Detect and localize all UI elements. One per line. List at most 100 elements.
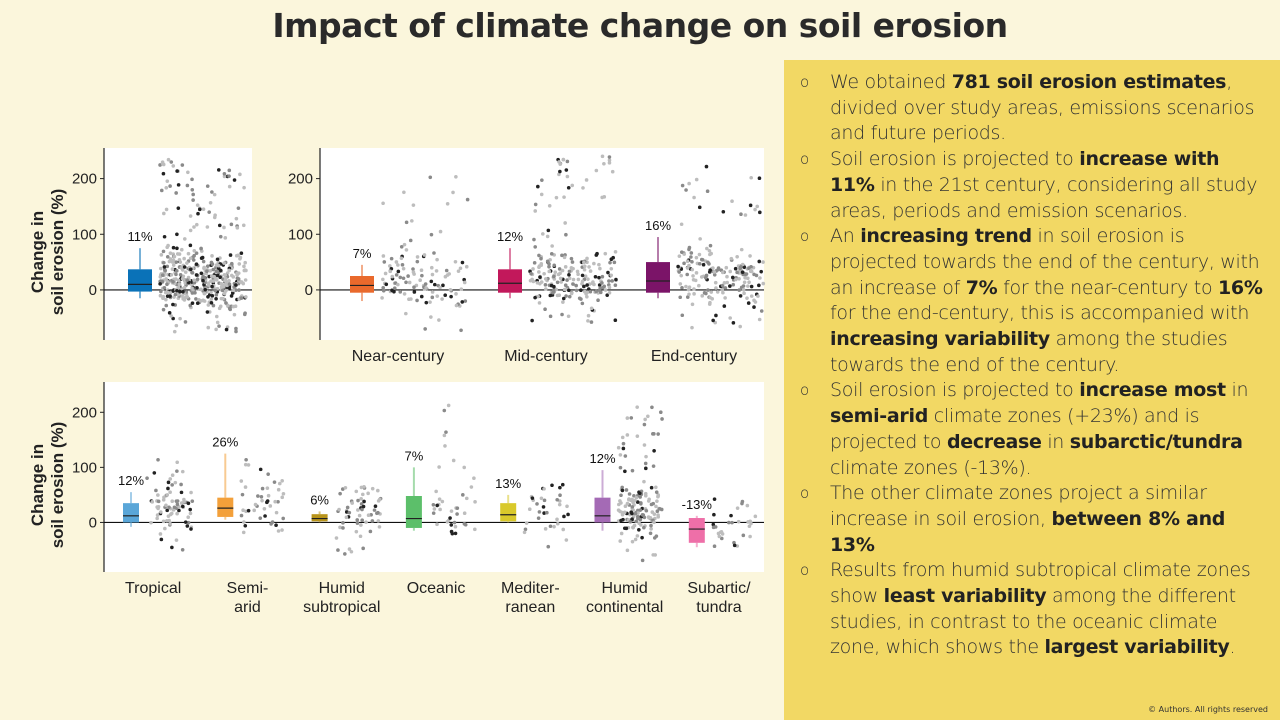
data-point — [190, 177, 194, 182]
data-point — [215, 273, 220, 278]
data-point — [621, 446, 626, 451]
data-point — [473, 527, 477, 532]
data-point — [543, 527, 548, 531]
data-point — [562, 195, 566, 199]
data-point — [171, 164, 176, 168]
data-point — [612, 260, 617, 265]
data-point — [465, 197, 470, 202]
data-point — [437, 318, 441, 322]
data-point — [159, 537, 164, 542]
data-point — [448, 516, 452, 520]
data-point — [729, 256, 734, 261]
y-tick-label: 100 — [72, 226, 97, 243]
finding-text: Results from humid subtropical climate z… — [830, 559, 1251, 608]
data-point — [454, 292, 458, 296]
highlight-text: least variability — [883, 585, 1047, 608]
data-point — [451, 190, 455, 195]
data-point — [618, 539, 623, 543]
data-point — [582, 264, 587, 269]
data-point — [755, 204, 760, 209]
data-point — [444, 268, 449, 273]
data-point — [684, 188, 688, 192]
data-point — [643, 461, 648, 466]
data-point — [690, 302, 695, 307]
data-point — [565, 159, 570, 164]
data-point — [652, 512, 657, 516]
box-value-label: 11% — [127, 229, 152, 244]
data-point — [217, 223, 222, 228]
data-point — [557, 267, 562, 271]
data-point — [532, 237, 536, 242]
data-point — [211, 279, 216, 283]
data-point — [163, 268, 168, 273]
data-point — [227, 184, 232, 189]
data-point — [206, 303, 211, 307]
data-point — [241, 281, 246, 286]
data-point — [165, 518, 169, 523]
data-point — [234, 216, 239, 221]
data-point — [603, 251, 608, 256]
data-point — [272, 480, 277, 484]
data-point — [216, 263, 221, 268]
data-point — [232, 178, 237, 182]
data-point — [221, 296, 225, 301]
data-point — [619, 493, 623, 498]
data-point — [337, 507, 341, 512]
data-point — [172, 254, 177, 259]
data-point — [435, 503, 439, 508]
data-point — [211, 267, 216, 272]
data-point — [166, 486, 170, 491]
data-point — [179, 482, 183, 487]
box — [594, 497, 611, 523]
data-point — [571, 277, 576, 282]
data-point — [538, 275, 542, 279]
data-point — [654, 534, 659, 538]
data-point — [558, 276, 563, 281]
data-point — [539, 261, 544, 266]
data-point — [165, 254, 170, 259]
data-point — [640, 558, 645, 563]
data-point — [632, 523, 637, 528]
data-point — [229, 273, 234, 278]
highlight-text: increasing variability — [830, 328, 1050, 351]
data-point — [574, 288, 579, 293]
data-point — [720, 287, 725, 292]
data-point — [175, 289, 179, 293]
data-point — [220, 288, 225, 293]
data-point — [536, 516, 541, 520]
data-point — [171, 245, 176, 250]
data-point — [613, 283, 618, 288]
data-point — [406, 274, 410, 278]
data-point — [440, 297, 444, 301]
data-point — [746, 520, 750, 524]
data-point — [158, 163, 162, 167]
data-point — [161, 498, 166, 502]
data-point — [623, 454, 628, 458]
finding-item: o Soil erosion is projected to increase m… — [800, 378, 1266, 481]
data-point — [616, 445, 621, 450]
data-point — [205, 225, 210, 229]
data-point — [434, 489, 438, 494]
data-point — [185, 278, 189, 282]
data-point — [556, 272, 561, 277]
data-point — [398, 275, 403, 280]
data-point — [746, 301, 751, 305]
data-point — [194, 222, 199, 227]
data-point — [334, 536, 339, 540]
data-point — [192, 278, 196, 283]
data-point — [231, 288, 235, 293]
data-point — [412, 285, 416, 290]
data-point — [535, 502, 539, 506]
data-point — [445, 201, 450, 206]
data-point — [227, 268, 232, 273]
data-point — [743, 275, 747, 280]
finding-item: o We obtained 781 soil erosion estimates,… — [800, 70, 1266, 147]
data-point — [154, 488, 158, 493]
data-point — [540, 178, 544, 182]
data-point — [178, 272, 183, 277]
data-point — [705, 189, 710, 194]
data-point — [655, 509, 660, 514]
x-category-label: arid — [234, 599, 261, 616]
data-point — [214, 296, 218, 301]
data-point — [700, 258, 705, 262]
